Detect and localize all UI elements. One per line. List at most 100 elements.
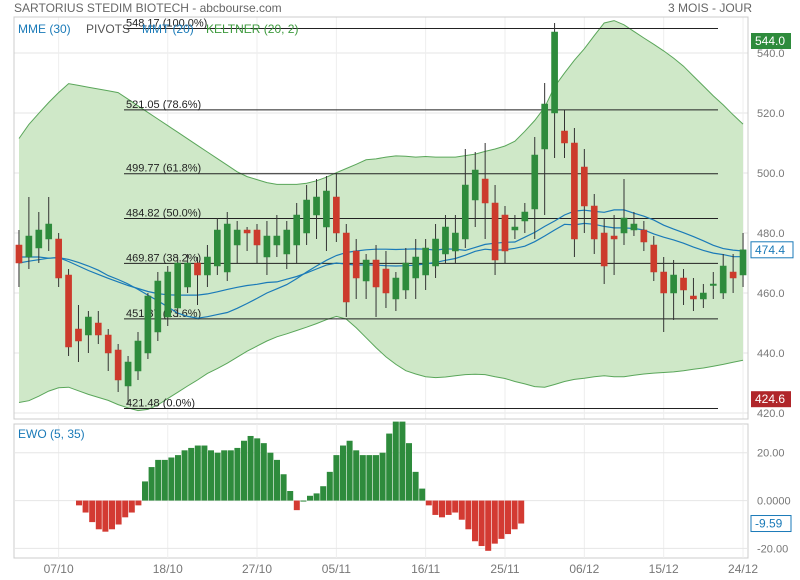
- low-price-tag: 424.6: [755, 392, 785, 406]
- candle-body: [114, 349, 122, 381]
- candle-body: [323, 190, 330, 228]
- candle-body: [333, 196, 340, 234]
- candle-body: [660, 271, 668, 294]
- ewo-bar: [307, 495, 313, 501]
- ewo-bar: [518, 500, 525, 524]
- fib-label: 469.87 (38.2%): [126, 252, 201, 264]
- ewo-bar: [102, 500, 109, 532]
- ewo-bar: [432, 500, 439, 515]
- candle-body: [719, 265, 727, 294]
- ewo-bar: [465, 500, 472, 530]
- ewo-bar: [399, 421, 406, 501]
- high-price-tag-bg: [751, 33, 791, 49]
- candle-body: [422, 247, 429, 276]
- candle-body: [471, 169, 479, 201]
- ewo-bar: [406, 443, 412, 501]
- x-tick-label: 16/11: [411, 562, 440, 576]
- candle-body: [709, 283, 717, 286]
- ewo-bar: [247, 435, 254, 501]
- ewo-bar: [320, 486, 327, 501]
- candle-body: [15, 244, 23, 264]
- candle-body: [700, 292, 707, 300]
- keltner-fill: [19, 20, 743, 411]
- ewo-bar: [234, 447, 241, 501]
- y-tick-label: 540.0: [757, 48, 785, 60]
- ewo-bar: [274, 459, 280, 501]
- candle-body: [610, 235, 618, 240]
- ewo-last-tag-bg: [750, 515, 792, 533]
- candle-body: [104, 334, 112, 354]
- candle-body: [739, 249, 747, 276]
- x-tick-label: 06/12: [569, 562, 599, 576]
- price-labels: 544.0 424.6 474.4 -9.59: [750, 33, 794, 533]
- x-tick-label: 27/10: [242, 562, 272, 576]
- ewo-y-tick-label: 20.00: [757, 448, 785, 460]
- ewo-bar: [300, 500, 307, 502]
- candle-body: [293, 214, 301, 246]
- ewo-bar: [439, 500, 445, 518]
- ewo-bar: [89, 500, 96, 523]
- candle-body: [481, 178, 489, 204]
- ewo-bar: [346, 440, 353, 501]
- ewo-bar: [76, 500, 82, 506]
- ewo-bar: [194, 445, 201, 501]
- candle-body: [432, 238, 439, 267]
- ewo-bar: [260, 443, 267, 501]
- candle-body: [620, 217, 628, 234]
- candle-body: [233, 229, 241, 246]
- candlesticks: [15, 23, 747, 404]
- candle-body: [55, 238, 62, 279]
- candle-body: [650, 244, 658, 273]
- candle-body: [214, 229, 221, 267]
- legend-item: KELTNER (20, 2): [206, 22, 298, 36]
- ewo-bar: [359, 455, 366, 501]
- candle-body: [581, 166, 588, 207]
- fib-label: 421.48 (0.0%): [126, 398, 195, 410]
- candle-body: [263, 235, 271, 258]
- candle-body: [442, 226, 449, 255]
- candle-body: [511, 226, 519, 231]
- ewo-bar: [155, 459, 162, 501]
- y-tick-label: 520.0: [757, 108, 785, 120]
- ewo-bar: [485, 500, 492, 551]
- ewo-bar: [208, 450, 214, 501]
- high-price-tag: 544.0: [755, 34, 785, 48]
- candle-body: [184, 262, 191, 288]
- candle-body: [670, 274, 677, 294]
- x-tick-label: 24/12: [728, 562, 758, 576]
- y-tick-label: 440.0: [757, 348, 785, 360]
- candle-body: [204, 256, 211, 276]
- candle-body: [630, 223, 638, 231]
- candle-body: [65, 274, 72, 348]
- y-tick-label: 460.0: [757, 288, 785, 300]
- candle-body: [35, 229, 43, 249]
- candle-body: [551, 31, 558, 114]
- ewo-bar: [221, 450, 228, 501]
- x-tick-label: 15/12: [649, 562, 679, 576]
- candle-body: [372, 259, 380, 288]
- ewo-bar: [168, 457, 175, 501]
- candle-body: [25, 235, 33, 258]
- last-price-tag: 474.4: [755, 243, 785, 257]
- ewo-bar: [287, 491, 294, 501]
- period-selector[interactable]: 3 MOIS - JOUR: [667, 1, 752, 15]
- ewo-bar: [505, 500, 511, 535]
- ewo-bar: [201, 445, 208, 501]
- candle-body: [362, 259, 370, 282]
- ewo-bar: [82, 500, 89, 513]
- ewo-bar: [115, 500, 122, 525]
- fib-label: 548.17 (100.0%): [126, 17, 207, 29]
- ewo-bar: [313, 493, 320, 501]
- candle-body: [729, 271, 737, 279]
- candle-body: [382, 268, 390, 294]
- ewo-bar: [214, 452, 221, 501]
- ewo-bar: [95, 500, 102, 530]
- candle-body: [452, 232, 459, 252]
- ewo-bar: [478, 500, 485, 547]
- candle-body: [600, 232, 608, 267]
- main-frame: [13, 16, 749, 420]
- ewo-last-tag: -9.59: [755, 517, 783, 531]
- legend-item: PIVOTS: [86, 22, 130, 36]
- keltner-lower-line: [18, 315, 744, 412]
- candle-body: [164, 271, 172, 318]
